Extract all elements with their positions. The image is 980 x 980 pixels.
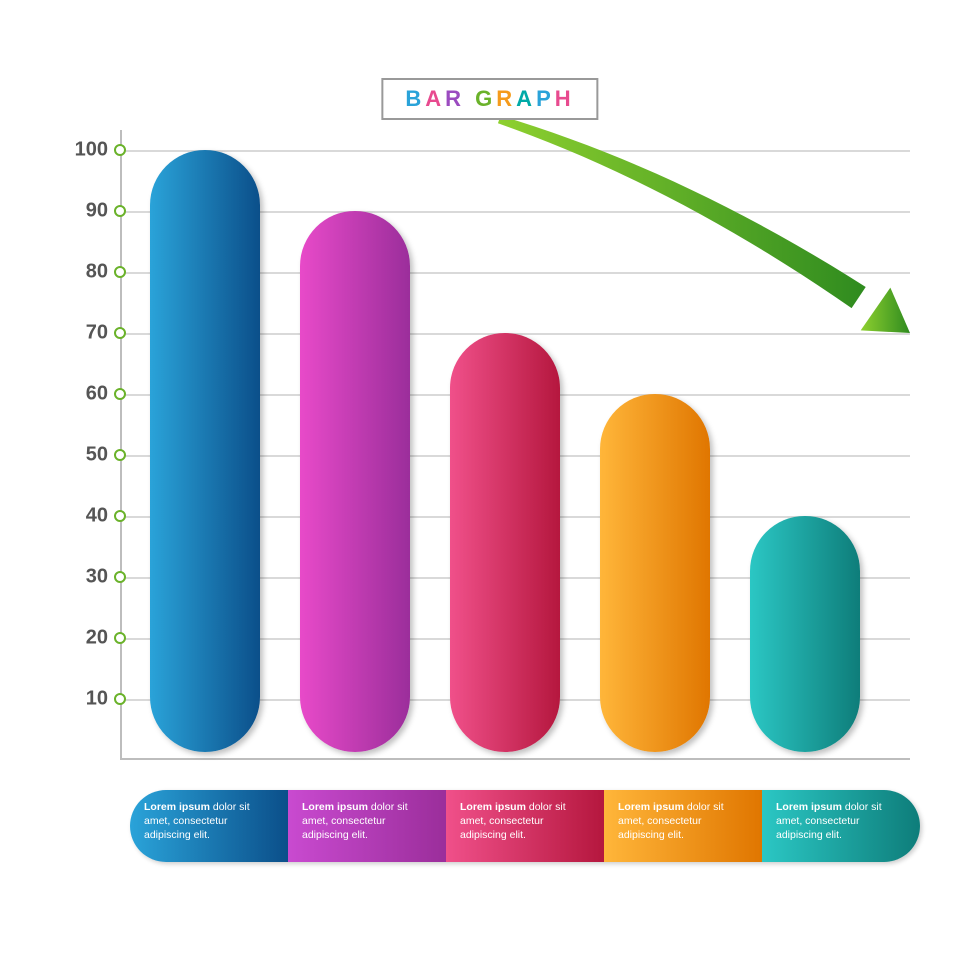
- title-letter: P: [536, 86, 555, 111]
- legend-item-lead: Lorem ipsum: [776, 801, 842, 813]
- legend-item: Lorem ipsum dolor sit amet, consectetur …: [604, 790, 762, 862]
- legend-item: Lorem ipsum dolor sit amet, consectetur …: [130, 790, 288, 862]
- ytick-label: 100: [60, 139, 108, 162]
- ytick-marker: [114, 449, 126, 461]
- title-letter: A: [516, 86, 536, 111]
- legend-item: Lorem ipsum dolor sit amet, consectetur …: [288, 790, 446, 862]
- ytick-marker: [114, 205, 126, 217]
- bar: [300, 211, 410, 752]
- title-letter: H: [555, 86, 575, 111]
- legend-item-lead: Lorem ipsum: [302, 801, 368, 813]
- bar: [150, 150, 260, 752]
- ytick-marker: [114, 388, 126, 400]
- legend-item: Lorem ipsum dolor sit amet, consectetur …: [446, 790, 604, 862]
- ytick-label: 60: [60, 383, 108, 406]
- gridline: [120, 150, 910, 152]
- bar: [600, 394, 710, 752]
- ytick-marker: [114, 510, 126, 522]
- ytick-label: 30: [60, 566, 108, 589]
- legend-strip: Lorem ipsum dolor sit amet, consectetur …: [130, 790, 920, 862]
- chart-title-box: BAR GRAPH: [381, 78, 598, 120]
- bar: [450, 333, 560, 752]
- legend-item-lead: Lorem ipsum: [144, 801, 210, 813]
- ytick-label: 40: [60, 505, 108, 528]
- y-axis: [120, 130, 122, 760]
- plot-area: 102030405060708090100: [120, 150, 910, 760]
- legend-item-lead: Lorem ipsum: [460, 801, 526, 813]
- chart-title: BAR GRAPH: [405, 86, 574, 111]
- title-letter: R: [445, 86, 465, 111]
- title-letter: B: [405, 86, 425, 111]
- ytick-label: 10: [60, 688, 108, 711]
- x-axis: [120, 758, 910, 760]
- bar-graph-infographic: BAR GRAPH 102030405060708090100 Lorem ip…: [0, 0, 980, 980]
- ytick-marker: [114, 327, 126, 339]
- ytick-marker: [114, 632, 126, 644]
- title-letter: A: [425, 86, 445, 111]
- ytick-marker: [114, 144, 126, 156]
- ytick-label: 70: [60, 322, 108, 345]
- ytick-label: 20: [60, 627, 108, 650]
- ytick-marker: [114, 266, 126, 278]
- ytick-marker: [114, 571, 126, 583]
- legend-item-lead: Lorem ipsum: [618, 801, 684, 813]
- title-letter: G: [475, 86, 496, 111]
- bar: [750, 516, 860, 752]
- ytick-label: 50: [60, 444, 108, 467]
- ytick-label: 90: [60, 200, 108, 223]
- title-letter: R: [496, 86, 516, 111]
- legend-item: Lorem ipsum dolor sit amet, consectetur …: [762, 790, 920, 862]
- ytick-marker: [114, 693, 126, 705]
- ytick-label: 80: [60, 261, 108, 284]
- title-letter: [465, 86, 475, 111]
